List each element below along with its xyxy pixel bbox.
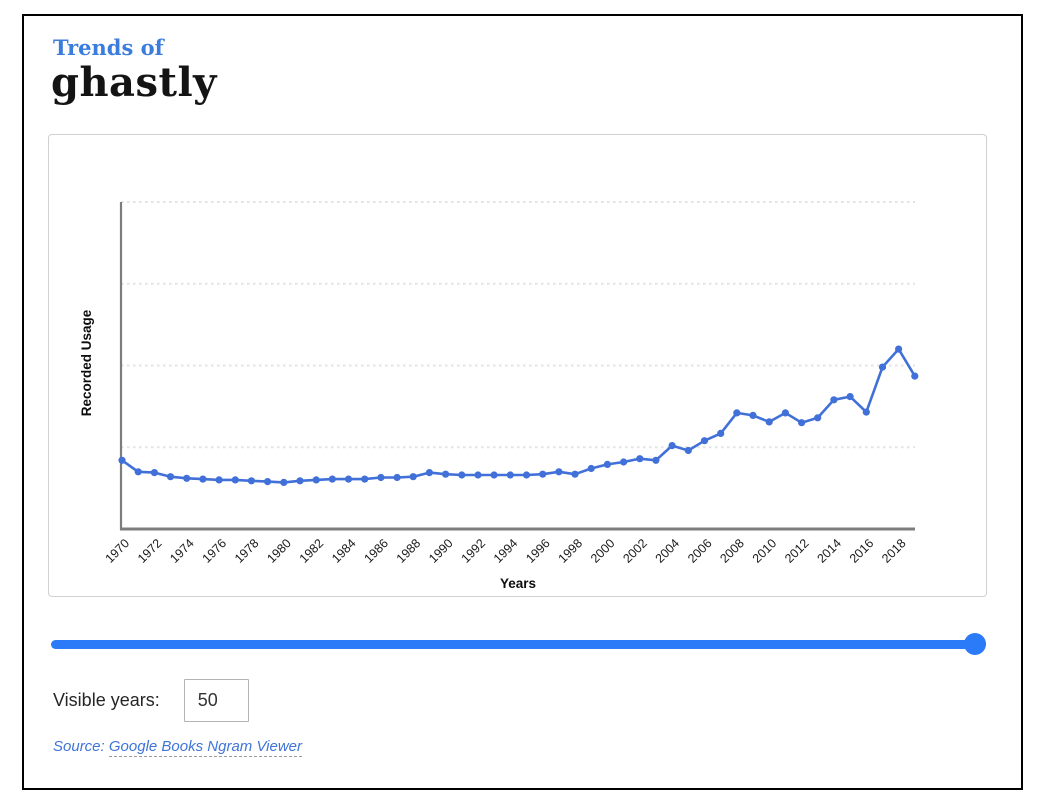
x-tick-label: 2012 — [782, 536, 812, 566]
data-point — [166, 473, 175, 481]
data-point — [684, 446, 692, 455]
data-point — [296, 477, 304, 485]
x-tick-label: 2006 — [685, 536, 715, 566]
x-tick-label: 1978 — [232, 536, 262, 566]
x-tick-label: 2008 — [717, 536, 747, 566]
data-point — [150, 469, 158, 477]
data-point — [717, 429, 725, 437]
data-point — [652, 456, 660, 464]
data-point — [798, 419, 806, 427]
data-point — [409, 473, 417, 481]
page-subtitle: Trends of — [53, 35, 164, 60]
x-tick-label: 1982 — [297, 536, 327, 566]
data-point — [814, 414, 822, 422]
data-point — [199, 475, 207, 483]
source-line: Source: Google Books Ngram Viewer — [53, 738, 303, 757]
data-point — [474, 471, 482, 479]
data-point — [555, 468, 563, 476]
page-title: ghastly — [51, 59, 217, 107]
data-point — [280, 478, 288, 486]
x-tick-label: 1972 — [135, 536, 165, 566]
data-point — [425, 469, 433, 477]
x-tick-label: 2004 — [653, 536, 683, 566]
data-point — [846, 393, 854, 401]
data-point — [781, 409, 790, 417]
x-axis-title: Years — [500, 576, 536, 591]
data-point — [749, 411, 757, 419]
data-point — [264, 478, 272, 486]
data-point — [118, 456, 126, 464]
data-point — [247, 477, 255, 485]
data-point — [506, 471, 514, 479]
data-point — [765, 418, 773, 426]
data-point — [377, 473, 385, 482]
page-header: Trends of ghastly — [51, 35, 217, 107]
data-point — [587, 464, 595, 473]
page-frame: Trends of ghastly 1970 1972 1974 1976 1978 19… — [22, 14, 1023, 790]
data-point — [700, 437, 709, 445]
visible-years-input[interactable] — [183, 679, 249, 722]
x-tick-label: 1996 — [523, 536, 553, 566]
data-point — [862, 408, 870, 416]
data-point — [636, 455, 644, 463]
data-point — [571, 470, 579, 478]
x-tick-label: 1974 — [167, 536, 197, 566]
visible-years-row: Visible years: — [53, 678, 249, 723]
data-point — [442, 470, 450, 478]
data-point — [183, 474, 191, 482]
x-tick-label: 1994 — [491, 536, 521, 566]
data-point — [328, 475, 336, 483]
usage-line-chart: 1970 1972 1974 1976 1978 1980 1982 1984 1986 1988… — [79, 201, 919, 591]
data-point — [490, 471, 498, 479]
data-point — [895, 345, 903, 353]
x-tick-label: 1984 — [329, 536, 359, 566]
usage-line — [120, 347, 917, 484]
slider-thumb[interactable] — [964, 633, 986, 655]
data-point — [344, 475, 353, 483]
data-point — [361, 475, 369, 483]
x-tick-label: 2014 — [814, 536, 844, 566]
x-tick-label: 2010 — [750, 536, 780, 566]
x-tick-label: 2000 — [588, 536, 618, 566]
chart-card: 1970 1972 1974 1976 1978 1980 1982 1984 1986 1988… — [48, 134, 987, 597]
source-prefix: Source: — [53, 738, 105, 755]
x-tick-label: 1976 — [200, 536, 230, 566]
x-tick-label: 2016 — [847, 536, 877, 566]
source-link[interactable]: Google Books Ngram Viewer — [108, 738, 303, 757]
data-point — [231, 476, 239, 484]
data-point — [134, 468, 142, 476]
data-point — [830, 396, 838, 404]
data-point — [620, 458, 628, 466]
data-point — [215, 476, 223, 484]
x-tick-label: 1992 — [459, 536, 489, 566]
data-point — [668, 442, 676, 450]
x-tick-label: 1986 — [361, 536, 391, 566]
x-tick-label: 1998 — [556, 536, 586, 566]
y-axis-title: Recorded Usage — [79, 309, 94, 416]
x-tick-label: 1970 — [103, 536, 133, 566]
data-point — [539, 470, 547, 478]
visible-years-slider[interactable] — [51, 633, 986, 655]
slider-track[interactable] — [51, 640, 986, 649]
data-point — [458, 471, 466, 479]
data-point — [522, 471, 531, 479]
data-point — [603, 460, 612, 468]
data-point — [393, 473, 401, 482]
x-tick-label: 1980 — [264, 536, 294, 566]
x-tick-label: 1990 — [426, 536, 456, 566]
data-point — [312, 476, 320, 484]
data-point — [733, 409, 741, 417]
data-point — [911, 372, 919, 380]
visible-years-label: Visible years: — [53, 690, 160, 710]
x-tick-label: 2002 — [620, 536, 650, 566]
data-point — [878, 363, 887, 371]
x-tick-label: 1988 — [394, 536, 424, 566]
x-tick-label: 2018 — [879, 536, 909, 566]
